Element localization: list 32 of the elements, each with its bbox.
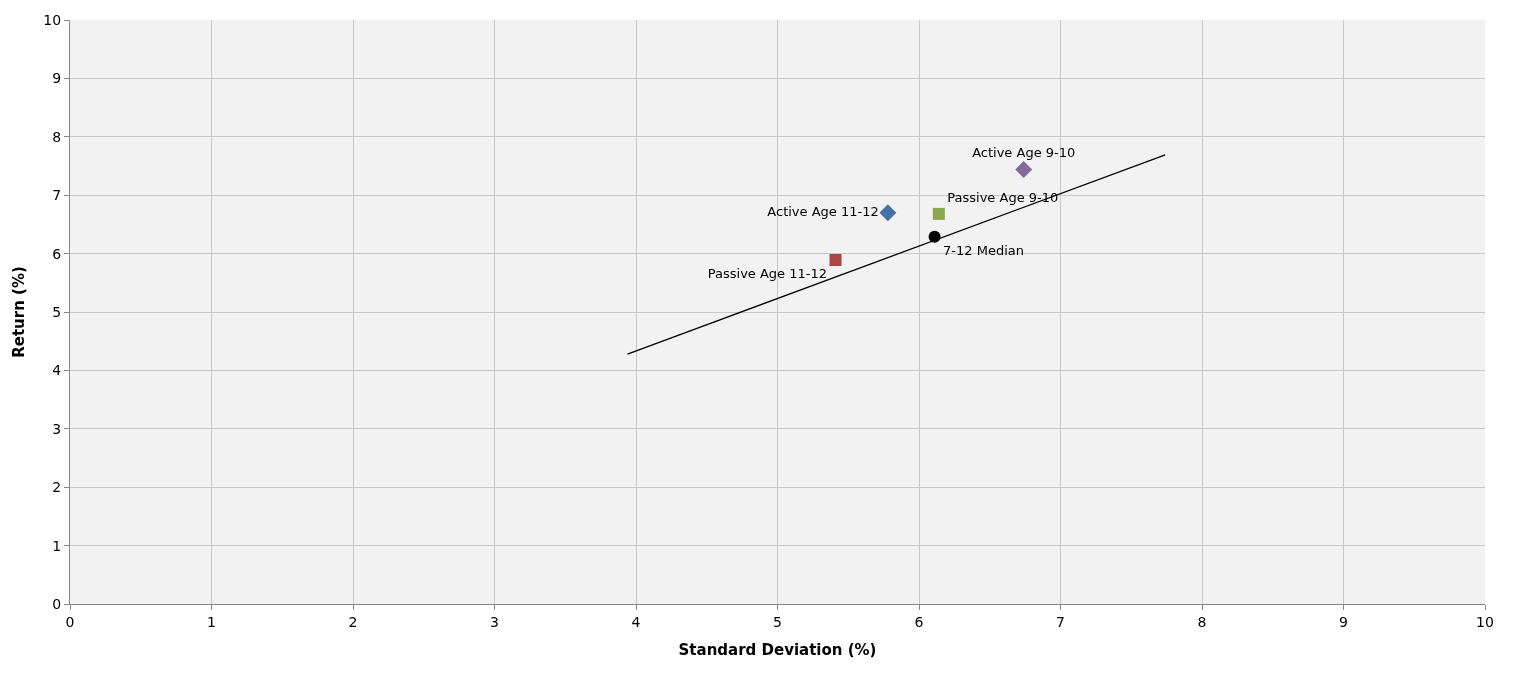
y-tick-label: 9	[52, 70, 62, 87]
x-tick-label: 10	[1476, 613, 1494, 630]
point	[1015, 161, 1033, 178]
y-tick-label: 6	[52, 245, 62, 262]
x-tick-label: 6	[914, 613, 924, 630]
point	[932, 207, 945, 220]
point	[879, 204, 897, 222]
x-tick-label: 0	[65, 613, 75, 630]
y-tick-label: 1	[52, 537, 62, 554]
point	[829, 254, 842, 267]
x-tick-label: 9	[1339, 613, 1348, 630]
x-tick-label: 2	[348, 613, 358, 630]
series-label: 7-12 Median	[943, 242, 1024, 258]
y-tick-label: 4	[52, 362, 62, 379]
y-tick-label: 3	[52, 420, 62, 437]
x-tick-label: 1	[207, 613, 216, 630]
y-axis-title: Return (%)	[9, 266, 28, 358]
y-tick-label: 8	[52, 128, 62, 145]
series-label: Active Age 9-10	[972, 145, 1076, 161]
x-tick-label: 8	[1197, 613, 1207, 630]
y-tick-label: 2	[52, 479, 62, 496]
x-tick-label: 5	[773, 613, 782, 630]
x-tick-label: 7	[1056, 613, 1065, 630]
y-tick-label: 5	[52, 303, 62, 320]
x-tick-label: 4	[631, 613, 641, 630]
y-tick-label: 7	[52, 187, 62, 204]
series-label: Active Age 11-12	[767, 203, 879, 219]
y-tick-label: 0	[52, 595, 62, 612]
y-tick-label: 10	[43, 11, 62, 28]
x-tick-label: 3	[490, 613, 499, 630]
x-axis-title: Standard Deviation (%)	[678, 640, 877, 659]
series-label: Passive Age 11-12	[707, 266, 828, 282]
